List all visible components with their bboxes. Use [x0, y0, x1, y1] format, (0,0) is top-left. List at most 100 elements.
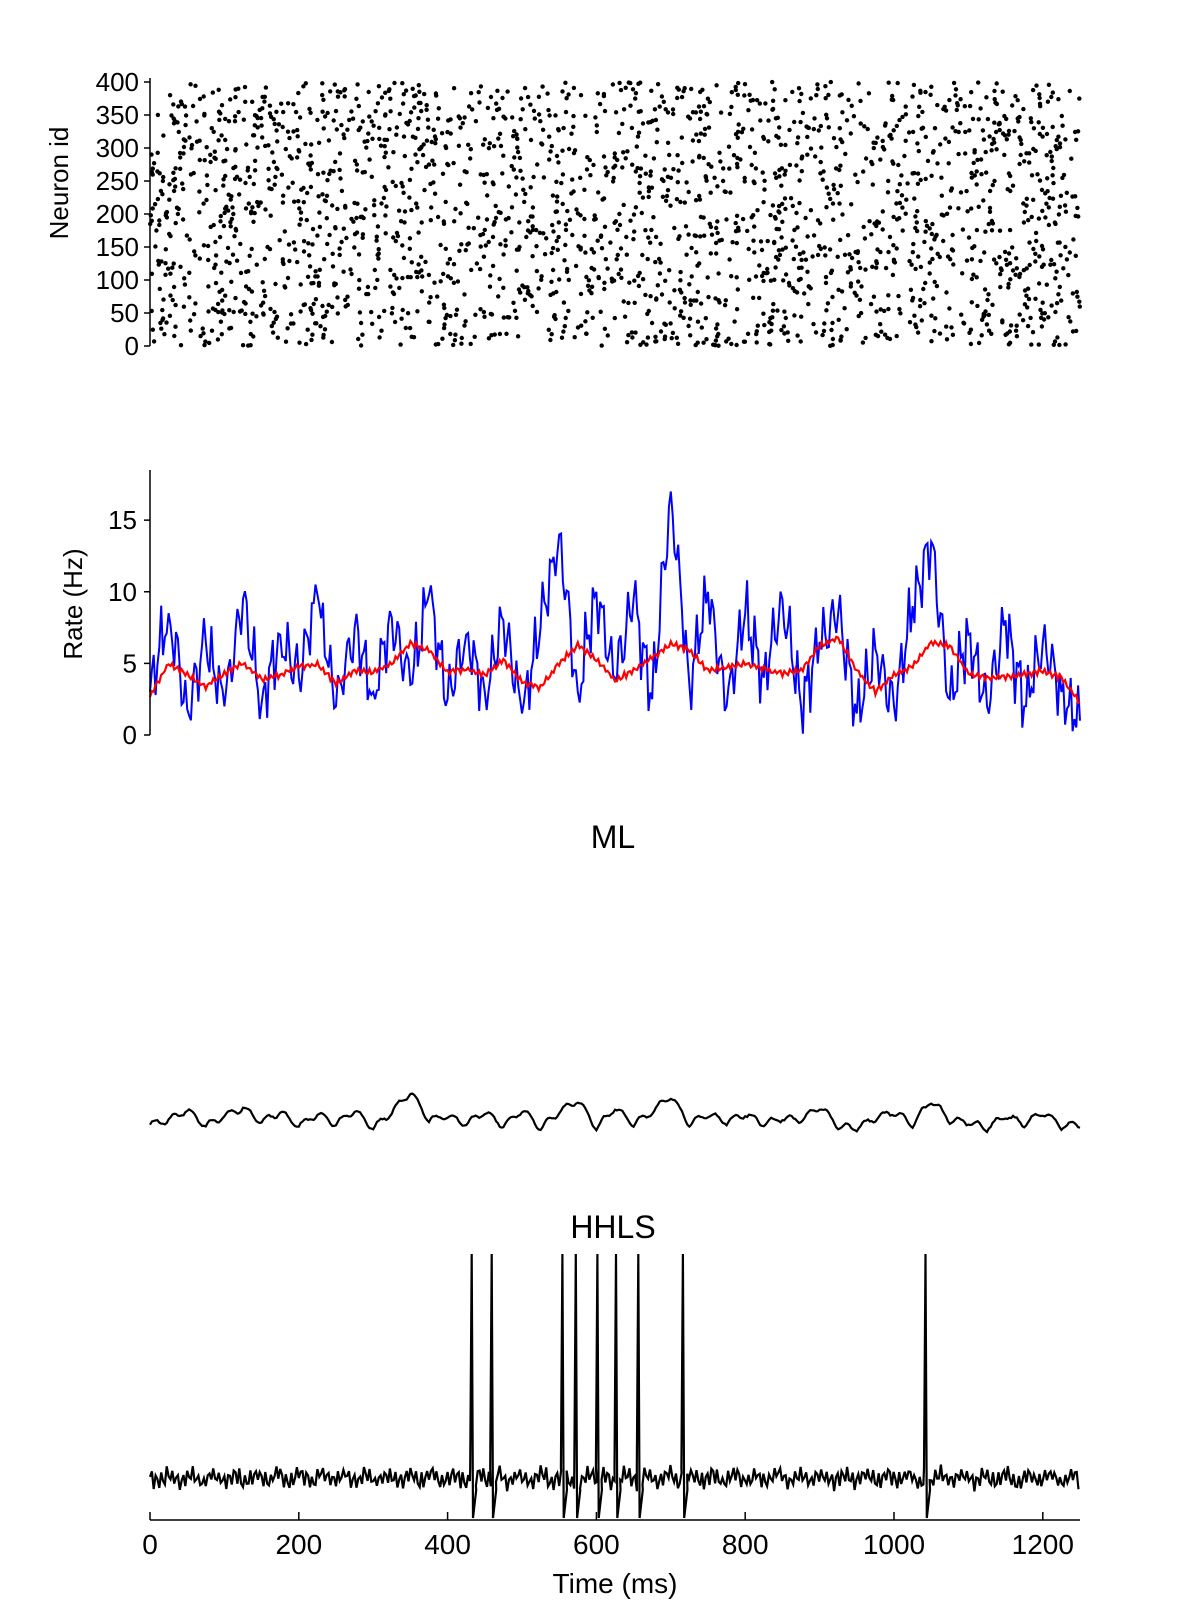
- raster-spike-dot: [310, 226, 316, 232]
- raster-spike-dot: [322, 327, 328, 332]
- raster-spike-dot: [1040, 134, 1045, 139]
- raster-spike-dot: [463, 248, 468, 253]
- raster-spike-dot: [376, 256, 381, 261]
- raster-spike-dot: [1036, 216, 1042, 221]
- raster-spike-dot: [804, 124, 809, 129]
- raster-spike-dot: [878, 322, 883, 327]
- raster-spike-dot: [321, 97, 326, 103]
- raster-spike-dot: [286, 242, 292, 247]
- raster-spike-dot: [959, 312, 964, 317]
- raster-spike-dot: [693, 110, 699, 115]
- raster-spike-dot: [969, 90, 974, 95]
- raster-spike-dot: [668, 203, 673, 208]
- raster-spike-dot: [1074, 137, 1079, 142]
- raster-spike-dot: [440, 171, 446, 176]
- raster-spike-dot: [834, 144, 839, 150]
- raster-spike-dot: [432, 134, 438, 139]
- raster-spike-dot: [330, 251, 335, 256]
- raster-spike-dot: [886, 80, 891, 85]
- raster-spike-dot: [181, 144, 187, 150]
- raster-spike-dot: [504, 331, 509, 336]
- raster-spike-dot: [216, 87, 221, 93]
- raster-spike-dot: [976, 117, 981, 122]
- raster-spike-dot: [1017, 312, 1022, 317]
- raster-y-tick-label: 250: [96, 166, 139, 196]
- raster-spike-dot: [688, 333, 693, 338]
- raster-spike-dot: [818, 159, 823, 165]
- raster-spike-dot: [416, 270, 422, 275]
- raster-spike-dot: [659, 94, 665, 99]
- raster-spike-dot: [689, 274, 694, 279]
- raster-spike-dot: [556, 127, 561, 132]
- raster-spike-dot: [752, 224, 757, 229]
- raster-spike-dot: [897, 306, 902, 312]
- raster-spike-dot: [646, 308, 651, 314]
- raster-spike-dot: [197, 138, 202, 143]
- raster-spike-dot: [795, 333, 800, 338]
- raster-spike-dot: [509, 205, 515, 210]
- raster-spike-dot: [718, 159, 723, 164]
- raster-spike-dot: [837, 126, 842, 131]
- raster-spike-dot: [602, 280, 607, 285]
- raster-spike-dot: [219, 103, 225, 108]
- raster-spike-dot: [969, 175, 974, 180]
- raster-spike-dot: [365, 138, 370, 144]
- raster-spike-dot: [373, 109, 378, 114]
- raster-spike-dot: [626, 332, 631, 338]
- raster-spike-dot: [810, 254, 815, 259]
- raster-spike-dot: [252, 123, 257, 128]
- raster-spike-dot: [736, 225, 741, 230]
- raster-spike-dot: [392, 319, 398, 325]
- raster-spike-dot: [171, 188, 177, 194]
- raster-spike-dot: [729, 104, 734, 110]
- raster-spike-dot: [281, 261, 286, 267]
- raster-spike-dot: [407, 246, 412, 251]
- raster-spike-dot: [820, 332, 825, 338]
- raster-spike-dot: [602, 326, 608, 331]
- raster-spike-dot: [478, 84, 484, 89]
- raster-spike-dot: [442, 322, 447, 327]
- raster-spike-dot: [672, 306, 677, 311]
- raster-spike-dot: [785, 330, 790, 335]
- raster-spike-dot: [621, 150, 626, 155]
- raster-spike-dot: [822, 245, 827, 250]
- raster-spike-dot: [223, 293, 228, 298]
- raster-spike-dot: [733, 229, 739, 234]
- raster-spike-dot: [798, 119, 803, 125]
- raster-spike-dot: [1050, 173, 1055, 178]
- raster-spike-dot: [440, 336, 445, 341]
- raster-spike-dot: [531, 174, 536, 180]
- raster-spike-dot: [157, 286, 162, 292]
- raster-spike-dot: [217, 289, 222, 294]
- raster-spike-dot: [514, 268, 519, 273]
- raster-spike-dot: [975, 303, 980, 309]
- raster-spike-dot: [790, 203, 795, 209]
- raster-spike-dot: [767, 341, 772, 347]
- raster-spike-dot: [915, 209, 920, 214]
- raster-spike-dot: [204, 197, 209, 203]
- raster-spike-dot: [998, 272, 1003, 277]
- raster-spike-dot: [803, 257, 809, 262]
- raster-spike-dot: [561, 329, 566, 334]
- raster-spike-dot: [233, 295, 238, 301]
- raster-spike-dot: [665, 110, 671, 115]
- raster-spike-dot: [209, 328, 215, 333]
- raster-spike-dot: [267, 103, 273, 108]
- raster-spike-dot: [210, 90, 215, 95]
- raster-spike-dot: [671, 111, 676, 117]
- raster-spike-dot: [523, 191, 528, 197]
- raster-spike-dot: [1029, 214, 1034, 220]
- raster-spike-dot: [171, 102, 176, 107]
- raster-spike-dot: [1037, 131, 1043, 137]
- raster-spike-dot: [1055, 335, 1060, 340]
- raster-spike-dot: [1067, 88, 1073, 94]
- raster-spike-dot: [204, 173, 210, 178]
- raster-spike-dot: [985, 297, 990, 303]
- raster-spike-dot: [424, 107, 429, 113]
- raster-spike-dot: [746, 108, 751, 113]
- raster-spike-dot: [243, 180, 248, 186]
- raster-spike-dot: [726, 336, 731, 341]
- raster-spike-dot: [223, 206, 228, 211]
- raster-spike-dot: [732, 319, 737, 324]
